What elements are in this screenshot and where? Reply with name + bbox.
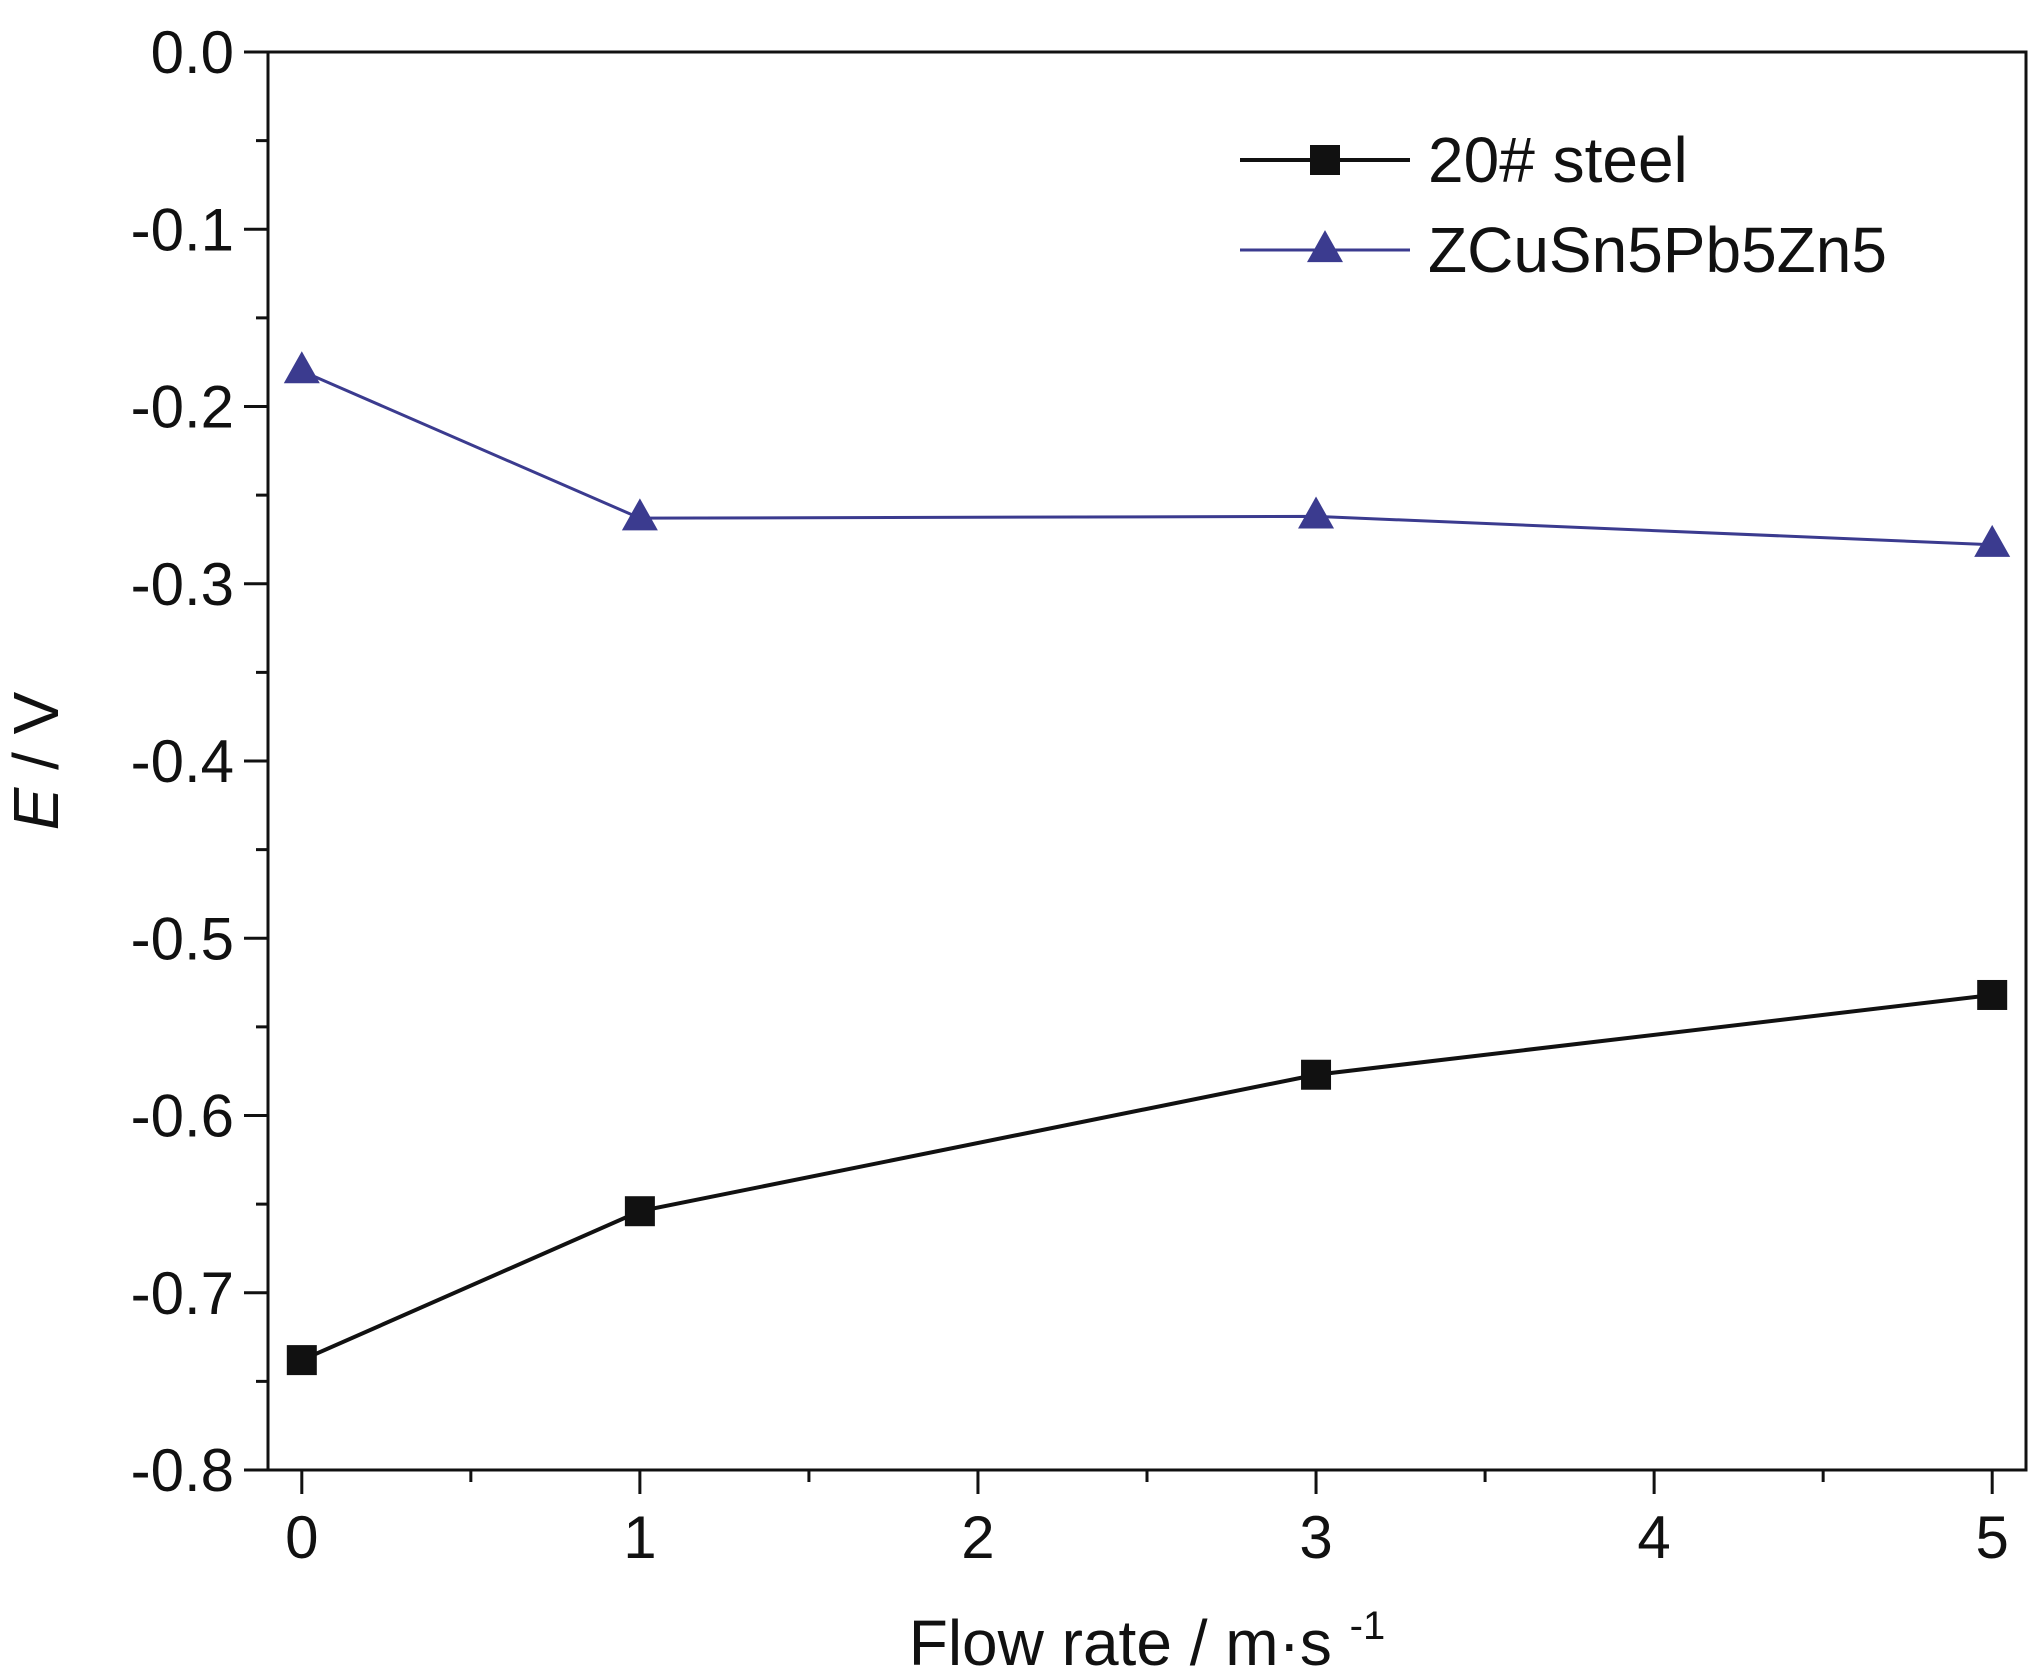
y-tick-label: -0.1 <box>131 196 234 263</box>
y-axis-title-rest: / V <box>0 691 72 770</box>
legend-marker <box>1307 230 1343 263</box>
y-axis-title: E / V <box>0 691 72 830</box>
x-tick-label: 5 <box>1976 1504 2009 1571</box>
data-point <box>1301 1059 1332 1090</box>
data-point <box>1298 496 1335 529</box>
y-tick-label: -0.2 <box>131 374 234 441</box>
data-point <box>1974 524 2011 557</box>
x-tick-label: 0 <box>285 1504 318 1571</box>
series-line <box>301 992 1993 1362</box>
legend: 20# steel ZCuSn5Pb5Zn5 <box>1240 124 1887 286</box>
y-tick-label: 0.0 <box>151 19 234 86</box>
data-point <box>1977 979 2008 1010</box>
x-tick-label: 1 <box>623 1504 656 1571</box>
series-line <box>301 369 1993 547</box>
axes: 0 1 2 3 4 5 0.0 -0.1 -0.2 -0.3 -0.4 -0.5 -0.6 -0.7 -0.… <box>131 19 2028 1571</box>
series-layer <box>283 351 2011 1376</box>
legend-item: 20# steel <box>1240 124 1688 196</box>
x-tick-label: 3 <box>1299 1504 1332 1571</box>
x-axis-title-text: Flow rate / m·s <box>909 1607 1332 1679</box>
legend-label: ZCuSn5Pb5Zn5 <box>1428 214 1887 286</box>
x-tick-label: 2 <box>961 1504 994 1571</box>
legend-marker <box>1310 145 1340 175</box>
data-point <box>621 498 658 531</box>
y-axis-title-italic: E <box>0 786 72 830</box>
x-axis-title: Flow rate / m·s -1 <box>909 1604 1386 1679</box>
series-1 <box>286 979 2008 1376</box>
legend-label: 20# steel <box>1428 124 1688 196</box>
y-tick-label: -0.4 <box>131 728 234 795</box>
x-tick-label: 4 <box>1637 1504 1670 1571</box>
data-point <box>624 1196 655 1227</box>
axis-titles: Flow rate / m·s -1 E / V <box>0 691 1385 1679</box>
x-axis-title-superscript: -1 <box>1350 1604 1386 1648</box>
y-tick-label: -0.8 <box>131 1437 234 1504</box>
y-tick-label: -0.5 <box>131 905 234 972</box>
data-point <box>283 351 320 384</box>
y-tick-label: -0.7 <box>131 1260 234 1327</box>
y-tick-label: -0.6 <box>131 1083 234 1150</box>
legend-item: ZCuSn5Pb5Zn5 <box>1240 214 1887 286</box>
y-tick-label: -0.3 <box>131 551 234 618</box>
data-point <box>286 1345 317 1376</box>
series-2 <box>283 351 2011 557</box>
